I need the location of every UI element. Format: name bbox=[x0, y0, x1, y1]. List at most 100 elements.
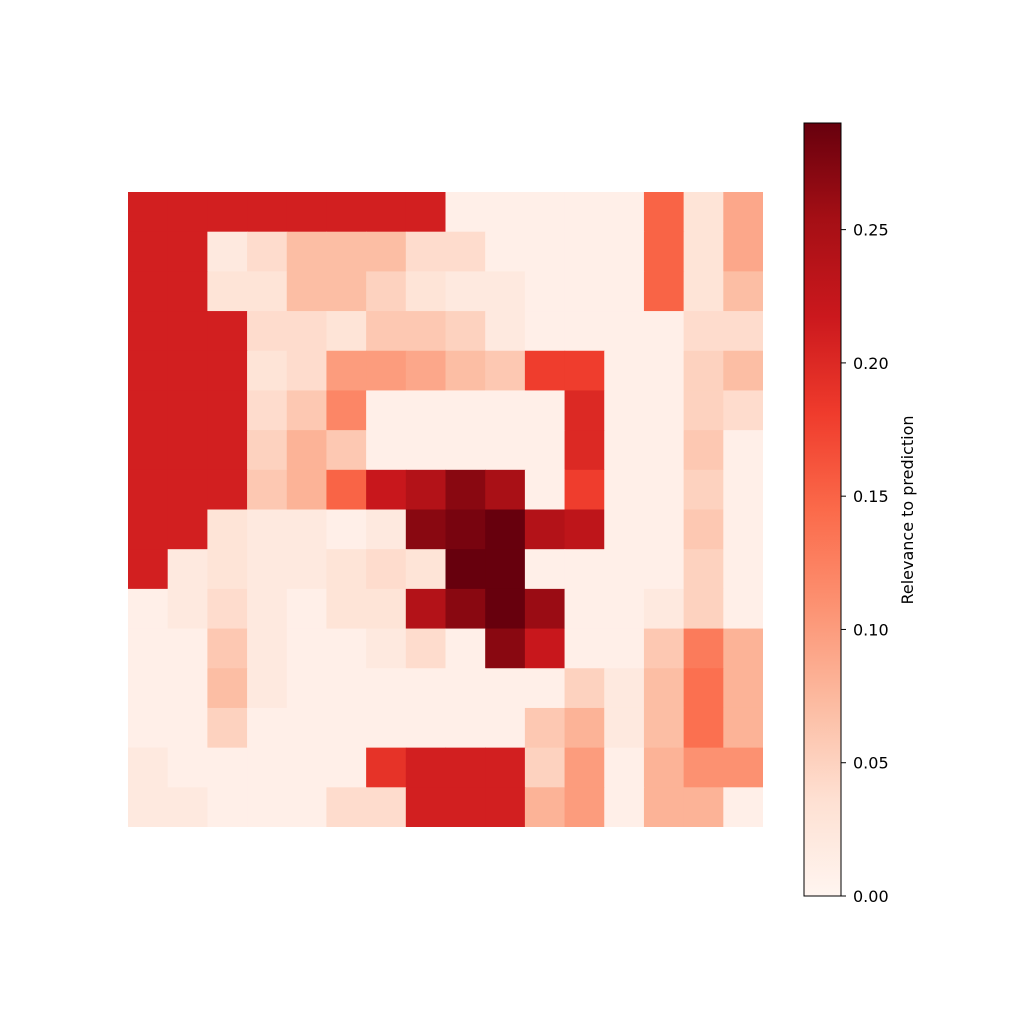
heatmap-cell bbox=[524, 390, 566, 431]
heatmap-cell bbox=[167, 192, 208, 233]
heatmap-cell bbox=[247, 668, 288, 709]
heatmap bbox=[128, 192, 763, 827]
heatmap-cell bbox=[643, 509, 685, 550]
heatmap-cell bbox=[366, 311, 407, 352]
heatmap-cell bbox=[405, 192, 447, 233]
heatmap-cell bbox=[326, 390, 367, 431]
heatmap-cell bbox=[564, 747, 605, 788]
heatmap-cell bbox=[167, 390, 208, 431]
heatmap-cell bbox=[683, 747, 724, 788]
heatmap-cell bbox=[207, 707, 248, 749]
heatmap-cell bbox=[564, 588, 605, 630]
heatmap-cell bbox=[167, 509, 208, 550]
heatmap-cell bbox=[485, 430, 526, 471]
heatmap-cell bbox=[326, 509, 367, 550]
heatmap-cell bbox=[604, 430, 645, 471]
heatmap-cell bbox=[683, 668, 724, 709]
heatmap-cell bbox=[405, 271, 447, 312]
heatmap-cell bbox=[128, 707, 169, 749]
heatmap-cell bbox=[366, 628, 407, 669]
heatmap-cell bbox=[524, 668, 566, 709]
heatmap-cell bbox=[683, 350, 724, 392]
heatmap-cell bbox=[326, 430, 367, 471]
heatmap-cell bbox=[683, 469, 724, 511]
heatmap-cell bbox=[207, 469, 248, 511]
heatmap-cell bbox=[723, 390, 763, 431]
heatmap-cell bbox=[207, 588, 248, 630]
heatmap-cell bbox=[445, 350, 486, 392]
heatmap-cell bbox=[207, 350, 248, 392]
heatmap-cell bbox=[128, 390, 169, 431]
heatmap-cell bbox=[604, 509, 645, 550]
heatmap-cell bbox=[247, 311, 288, 352]
heatmap-cell bbox=[564, 192, 605, 233]
heatmap-cell bbox=[366, 469, 407, 511]
heatmap-cell bbox=[405, 469, 447, 511]
heatmap-cell bbox=[643, 747, 685, 788]
colorbar-tick-label: 0.20 bbox=[853, 354, 889, 373]
heatmap-cell bbox=[683, 231, 724, 272]
heatmap-cell bbox=[564, 271, 605, 312]
heatmap-cell bbox=[286, 628, 328, 669]
colorbar-gradient bbox=[803, 122, 842, 897]
heatmap-cell bbox=[564, 787, 605, 827]
heatmap-cell bbox=[247, 350, 288, 392]
heatmap-cell bbox=[286, 668, 328, 709]
heatmap-cell bbox=[247, 430, 288, 471]
heatmap-cell bbox=[286, 271, 328, 312]
heatmap-cell bbox=[485, 588, 526, 630]
heatmap-cell bbox=[207, 668, 248, 709]
heatmap-cell bbox=[366, 509, 407, 550]
heatmap-cell bbox=[564, 549, 605, 590]
heatmap-cell bbox=[286, 430, 328, 471]
heatmap-cell bbox=[524, 628, 566, 669]
heatmap-cell bbox=[326, 707, 367, 749]
heatmap-cell bbox=[445, 390, 486, 431]
heatmap-cell bbox=[405, 350, 447, 392]
heatmap-cell bbox=[167, 549, 208, 590]
heatmap-cell bbox=[445, 668, 486, 709]
heatmap-cell bbox=[683, 707, 724, 749]
heatmap-cell bbox=[604, 231, 645, 272]
heatmap-cell bbox=[247, 747, 288, 788]
heatmap-cell bbox=[128, 311, 169, 352]
heatmap-cell bbox=[326, 311, 367, 352]
heatmap-cell bbox=[326, 628, 367, 669]
heatmap-cell bbox=[405, 509, 447, 550]
colorbar-tick-label: 0.05 bbox=[853, 754, 889, 773]
heatmap-cell bbox=[604, 747, 645, 788]
colorbar-tick-label: 0.10 bbox=[853, 620, 889, 639]
heatmap-cell bbox=[128, 509, 169, 550]
heatmap-cell bbox=[643, 549, 685, 590]
heatmap-cell bbox=[366, 787, 407, 827]
heatmap-cell bbox=[286, 311, 328, 352]
heatmap-cell bbox=[167, 430, 208, 471]
heatmap-cell bbox=[683, 509, 724, 550]
heatmap-cell bbox=[564, 628, 605, 669]
heatmap-cell bbox=[405, 231, 447, 272]
heatmap-cell bbox=[326, 231, 367, 272]
heatmap-cell bbox=[167, 311, 208, 352]
heatmap-cell bbox=[485, 787, 526, 827]
heatmap-cell bbox=[683, 271, 724, 312]
heatmap-cell bbox=[366, 350, 407, 392]
heatmap-cell bbox=[445, 747, 486, 788]
heatmap-cell bbox=[604, 628, 645, 669]
heatmap-cell bbox=[445, 588, 486, 630]
heatmap-cell bbox=[445, 311, 486, 352]
heatmap-cell bbox=[604, 549, 645, 590]
heatmap-cell bbox=[485, 549, 526, 590]
heatmap-cell bbox=[485, 509, 526, 550]
heatmap-cell bbox=[167, 747, 208, 788]
heatmap-cell bbox=[247, 628, 288, 669]
heatmap-cell bbox=[405, 707, 447, 749]
heatmap-cell bbox=[524, 747, 566, 788]
heatmap-cell bbox=[564, 311, 605, 352]
heatmap-cell bbox=[723, 787, 763, 827]
heatmap-cell bbox=[485, 469, 526, 511]
heatmap-cell bbox=[485, 192, 526, 233]
heatmap-cell bbox=[167, 628, 208, 669]
heatmap-cell bbox=[485, 350, 526, 392]
heatmap-cell bbox=[326, 668, 367, 709]
heatmap-cell bbox=[247, 588, 288, 630]
